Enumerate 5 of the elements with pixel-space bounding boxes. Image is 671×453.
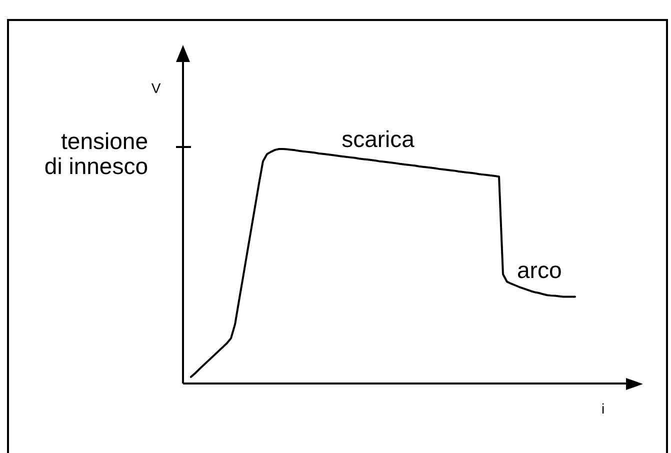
text: tensione di innesco — [44, 128, 148, 179]
annotation: arco — [517, 257, 562, 283]
x-axis-title: i — [601, 400, 605, 416]
y-axis-title: V — [151, 80, 162, 96]
annotation: scarica — [342, 126, 415, 152]
